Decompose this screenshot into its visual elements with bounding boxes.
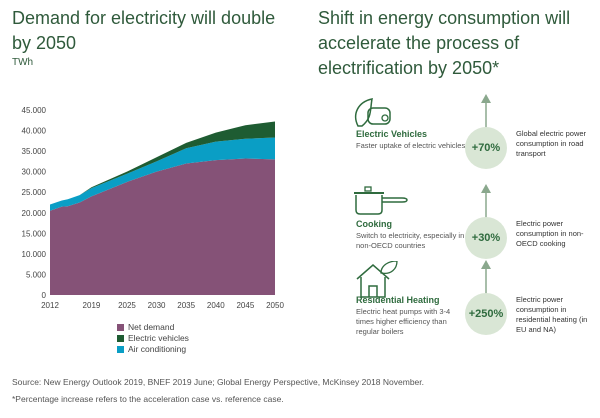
- electric-car-leaf-icon: [354, 98, 391, 127]
- y-tick-label: 25.000: [22, 188, 47, 197]
- x-tick-label: 2025: [118, 301, 136, 310]
- item-note: Electric power consumption in residentia…: [516, 295, 588, 334]
- item-description: Switch to electricity, especially in non…: [356, 231, 465, 250]
- y-tick-label: 40.000: [22, 127, 47, 136]
- legend-label: Electric vehicles: [128, 333, 189, 343]
- right-title: Shift in energy consumption will acceler…: [318, 8, 571, 78]
- left-title: Demand for electricity will double by 20…: [12, 8, 276, 53]
- footnote: *Percentage increase refers to the accel…: [12, 394, 284, 404]
- x-tick-label: 2050: [266, 301, 284, 310]
- x-tick-label: 2012: [41, 301, 59, 310]
- legend-swatch: [117, 345, 124, 353]
- house-leaf-icon: [356, 261, 398, 298]
- x-tick-label: 2030: [148, 301, 166, 310]
- y-tick-label: 15.000: [22, 229, 47, 238]
- legend-net-demand: Net demand: [117, 322, 174, 332]
- legend-label: Net demand: [128, 322, 175, 332]
- legend-air-conditioning: Air conditioning: [117, 344, 186, 354]
- y-tick-label: 20.000: [22, 209, 47, 218]
- item-note: Global electric power consumption in roa…: [516, 129, 587, 158]
- x-tick-label: 2035: [177, 301, 195, 310]
- stacked-area-chart: 0 5.000 10.000 15.000 20.000 25.000 30.000 35.0…: [22, 106, 285, 310]
- up-arrow-icon: [481, 184, 491, 219]
- legend-swatch: [117, 323, 124, 331]
- y-tick-label: 45.000: [22, 106, 47, 115]
- unit-label: TWh: [12, 57, 34, 68]
- item-title: Residential Heating: [356, 295, 440, 305]
- legend-electric-vehicles: Electric vehicles: [117, 333, 189, 343]
- legend-swatch: [117, 334, 124, 342]
- item-title: Electric Vehicles: [356, 129, 428, 139]
- x-tick-label: 2040: [207, 301, 225, 310]
- up-arrow-icon: [481, 260, 491, 295]
- legend-label: Air conditioning: [128, 344, 187, 354]
- item-description: Faster uptake of electric vehicles: [356, 141, 466, 150]
- x-tick-label: 2019: [83, 301, 101, 310]
- y-tick-label: 35.000: [22, 147, 47, 156]
- y-tick-label: 0: [42, 291, 47, 300]
- cooking-pot-icon: [354, 186, 408, 215]
- percentage-badge: +70%: [465, 127, 507, 169]
- item-title: Cooking: [356, 219, 392, 229]
- y-tick-label: 30.000: [22, 168, 47, 177]
- item-description: Electric heat pumps with 3-4 times highe…: [356, 307, 451, 336]
- y-tick-label: 10.000: [22, 250, 47, 259]
- item-note: Electric power consumption in non-OECD c…: [516, 219, 584, 248]
- source-note: Source: New Energy Outlook 2019, BNEF 20…: [12, 377, 424, 387]
- y-tick-label: 5.000: [26, 270, 47, 279]
- percentage-badge: +30%: [465, 217, 507, 259]
- percentage-badge: +250%: [465, 293, 507, 335]
- area-electric-vehicles: [50, 121, 275, 205]
- area-air-conditioning: [50, 137, 275, 211]
- up-arrow-icon: [481, 94, 491, 129]
- area-net-demand: [50, 158, 275, 295]
- x-tick-label: 2045: [236, 301, 254, 310]
